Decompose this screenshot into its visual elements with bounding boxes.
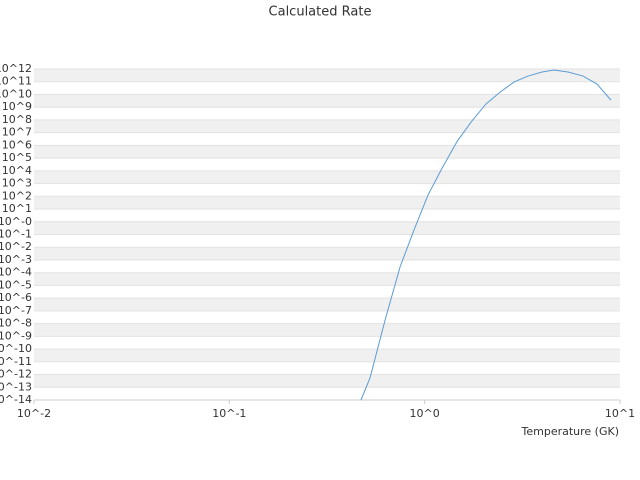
y-tick-label: 10^2 bbox=[2, 189, 32, 202]
grid-band bbox=[34, 349, 620, 362]
x-tick-label: 10^-1 bbox=[212, 407, 246, 420]
grid-band bbox=[34, 209, 620, 222]
grid-band bbox=[34, 81, 620, 95]
grid-band bbox=[34, 387, 620, 400]
grid-band bbox=[34, 247, 620, 260]
y-tick-label: 10^-13 bbox=[0, 380, 32, 393]
series-line bbox=[360, 69, 612, 401]
y-tick-label: 10^3 bbox=[2, 177, 32, 190]
grid-band bbox=[34, 132, 620, 146]
grid-band bbox=[34, 94, 620, 108]
y-tick-label: 10^-5 bbox=[0, 278, 32, 291]
grid-band bbox=[34, 107, 620, 120]
x-tick-label: 10^0 bbox=[410, 407, 440, 420]
grid-band bbox=[34, 272, 620, 286]
y-tick-label: 10^1 bbox=[2, 202, 32, 215]
chart-title: Calculated Rate bbox=[269, 5, 372, 20]
grid-band bbox=[34, 374, 620, 388]
y-tick-label: 10^-10 bbox=[0, 342, 32, 355]
grid-band bbox=[34, 361, 620, 375]
y-tick-label: 10^-2 bbox=[0, 240, 32, 253]
y-tick-label: 10^-8 bbox=[0, 317, 32, 330]
y-tick-label: 10^11 bbox=[0, 75, 32, 88]
grid-band bbox=[34, 234, 620, 248]
grid-band bbox=[34, 298, 620, 311]
grid-band bbox=[34, 336, 620, 350]
y-tick-label: 10^-3 bbox=[0, 253, 32, 266]
grid-band bbox=[34, 259, 620, 273]
y-tick-label: 10^8 bbox=[2, 113, 32, 126]
y-tick-label: 10^6 bbox=[2, 138, 32, 151]
grid-band bbox=[34, 196, 620, 210]
y-tick-label: 10^-0 bbox=[0, 215, 32, 228]
y-tick-label: 10^-11 bbox=[0, 355, 32, 368]
y-tick-label: 10^9 bbox=[2, 100, 32, 113]
x-tick-label: 10^1 bbox=[605, 407, 635, 420]
grid-band bbox=[34, 221, 620, 235]
y-tick-label: 10^-4 bbox=[0, 266, 32, 279]
y-tick-label: 10^-14 bbox=[0, 393, 32, 406]
grid-band bbox=[34, 170, 620, 184]
grid-band bbox=[34, 69, 620, 82]
grid-band bbox=[34, 310, 620, 324]
x-axis-label: Temperature (GK) bbox=[521, 425, 620, 438]
y-tick-label: 10^12 bbox=[0, 62, 32, 75]
y-tick-label: 10^-12 bbox=[0, 368, 32, 381]
x-tick-label: 10^-2 bbox=[17, 407, 51, 420]
grid-band bbox=[34, 119, 620, 133]
y-tick-label: 10^-7 bbox=[0, 304, 32, 317]
grid-band bbox=[34, 145, 620, 159]
y-tick-label: 10^-1 bbox=[0, 228, 32, 241]
grid-band bbox=[34, 285, 620, 299]
grid-band bbox=[34, 183, 620, 197]
grid-band bbox=[34, 158, 620, 171]
y-tick-label: 10^-6 bbox=[0, 291, 32, 304]
y-tick-label: 10^7 bbox=[2, 126, 32, 139]
y-tick-label: 10^4 bbox=[2, 164, 32, 177]
y-tick-label: 10^5 bbox=[2, 151, 32, 164]
grid-band bbox=[34, 323, 620, 337]
y-tick-label: 10^-9 bbox=[0, 329, 32, 342]
y-tick-label: 10^10 bbox=[0, 87, 32, 100]
